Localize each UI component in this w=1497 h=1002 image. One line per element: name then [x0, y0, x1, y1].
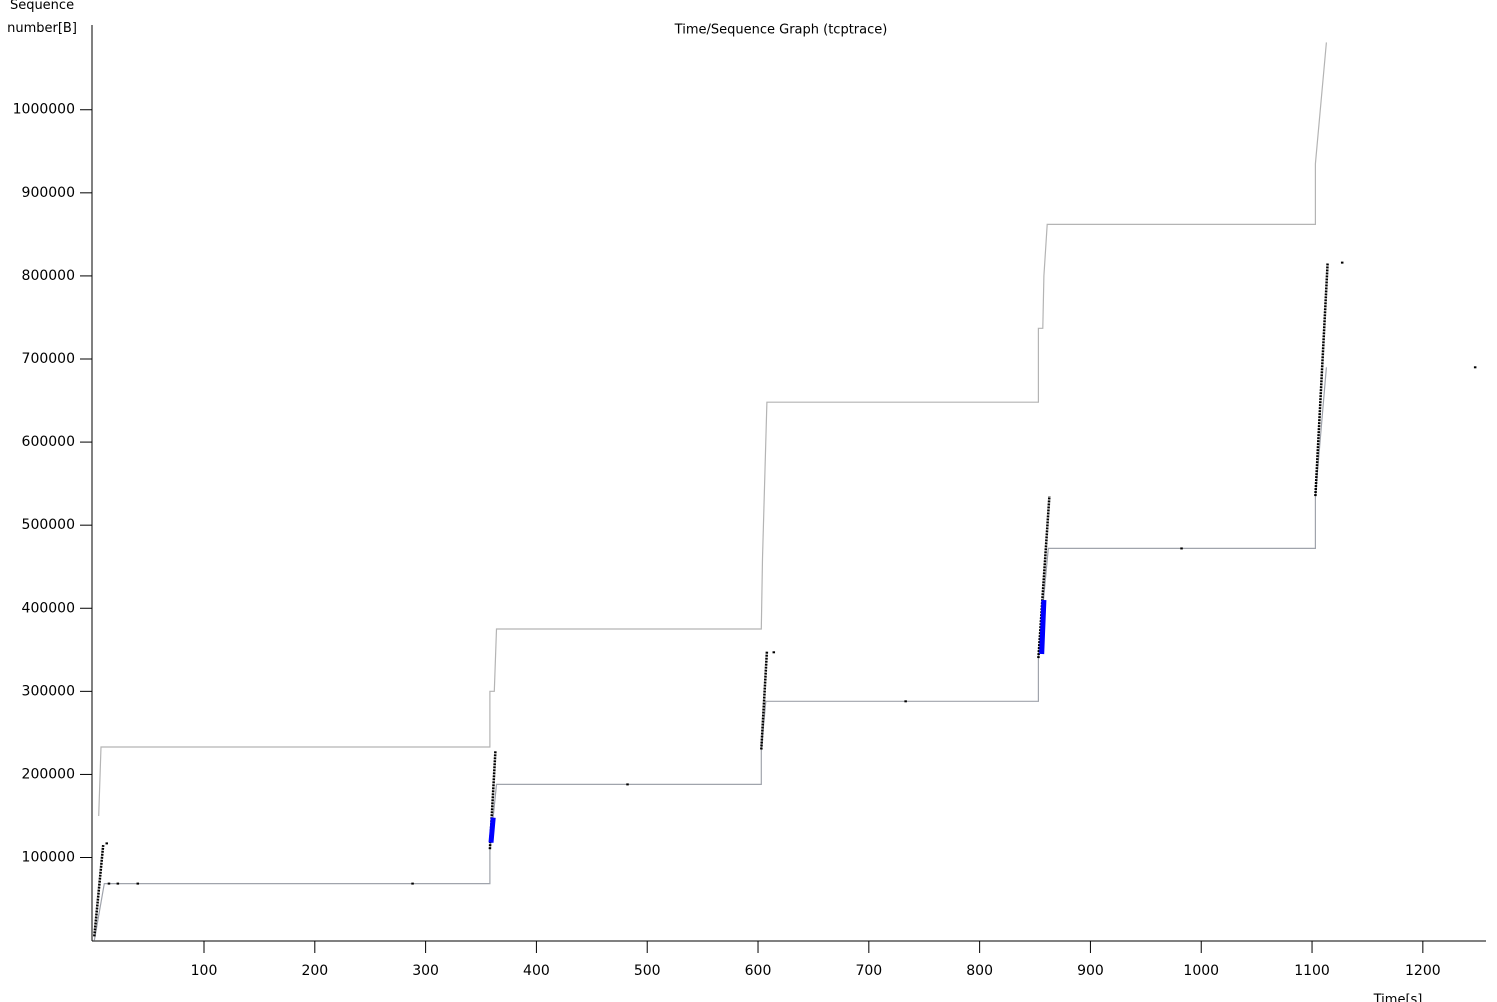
x-tick-label: 900	[1077, 963, 1104, 979]
data-point	[411, 882, 414, 885]
retransmission-band	[488, 599, 1047, 843]
data-point	[1473, 366, 1477, 369]
x-tick-label: 500	[634, 963, 661, 979]
data-point	[626, 783, 629, 786]
x-tick-label: 1100	[1294, 963, 1330, 979]
sequence-line	[98, 42, 1327, 817]
x-tick-label: 100	[191, 963, 218, 979]
y-tick-label: 100000	[22, 850, 75, 866]
x-tick-label: 300	[412, 963, 439, 979]
y-tick-label: 800000	[22, 268, 75, 284]
y-tick-label: 600000	[22, 434, 75, 450]
y-tick-label: 500000	[22, 517, 75, 533]
data-point	[1180, 547, 1183, 550]
y-tick-label: 700000	[22, 351, 75, 367]
y-tick-label: 900000	[22, 185, 75, 201]
y-axis-label: Sequence number[B]	[7, 0, 77, 36]
data-point	[772, 651, 776, 654]
x-tick-label: 800	[966, 963, 993, 979]
x-tick-label: 200	[301, 963, 328, 979]
data-point	[904, 700, 907, 703]
y-tick-label: 300000	[22, 683, 75, 699]
x-tick-label: 1200	[1405, 963, 1441, 979]
x-tick-label: 600	[745, 963, 772, 979]
data-point	[105, 842, 108, 845]
sequence-line	[93, 263, 1329, 937]
data-point	[107, 882, 111, 885]
x-tick-label: 400	[523, 963, 550, 979]
chart-title: Time/Sequence Graph (tcptrace)	[674, 23, 888, 38]
y-tick-label: 1000000	[13, 102, 75, 118]
data-point	[136, 882, 140, 885]
y-tick-label: 200000	[22, 766, 75, 782]
data-point	[116, 882, 120, 885]
x-tick-label: 1000	[1183, 963, 1219, 979]
data-point	[1340, 261, 1344, 264]
sequence-line	[93, 367, 1327, 941]
y-tick-label: 400000	[22, 600, 75, 616]
x-tick-label: 700	[855, 963, 882, 979]
x-axis-label: Time[s]	[1373, 993, 1423, 1002]
